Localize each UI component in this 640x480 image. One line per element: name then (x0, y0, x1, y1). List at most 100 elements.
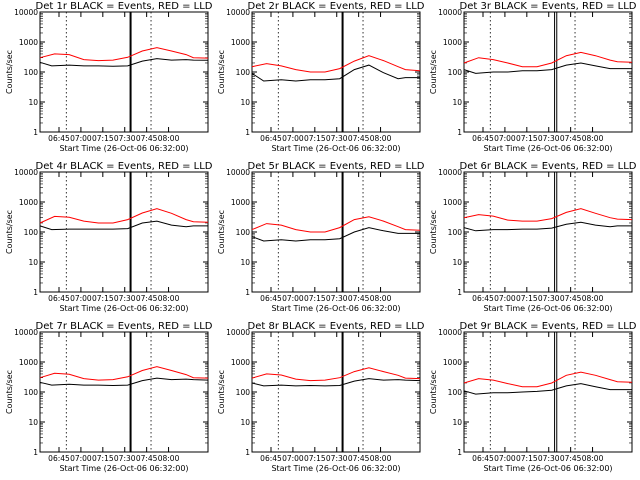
lld-series-line (463, 208, 633, 222)
x-tick-label: 07:30 (538, 454, 560, 463)
x-tick-label: 06:45 (48, 134, 70, 143)
x-tick-label: 08:00 (582, 134, 604, 143)
x-tick-label: 07:15 (304, 454, 326, 463)
panel-4: Det 4r BLACK = Events, RED = LLD 1 10 100 10… (5, 161, 213, 313)
y-tick-label: 10 (452, 258, 462, 267)
x-tick-label: 07:30 (326, 134, 348, 143)
y-tick-label: 1000 (19, 358, 38, 367)
lld-series-line (251, 216, 421, 233)
panel-1: Det 1r BLACK = Events, RED = LLD 1 10 100 10… (5, 1, 213, 153)
x-tick-label: 08:00 (370, 294, 392, 303)
x-tick-label: 07:00 (70, 134, 92, 143)
panel-title: Det 6r BLACK = Events, RED = LLD (460, 161, 637, 172)
x-tick-label: 07:30 (326, 294, 348, 303)
y-tick-label: 10000 (226, 8, 250, 17)
x-axis-label: Start Time (26-Oct-06 06:32:00) (59, 464, 188, 473)
panel-title: Det 5r BLACK = Events, RED = LLD (248, 161, 425, 172)
y-tick-label: 100 (24, 388, 39, 397)
y-tick-label: 100 (448, 228, 463, 237)
lld-series-line (251, 367, 421, 382)
x-axis-label: Start Time (26-Oct-06 06:32:00) (271, 144, 400, 153)
x-tick-label: 07:15 (92, 454, 114, 463)
x-tick-label: 07:15 (304, 294, 326, 303)
x-axis-label: Start Time (26-Oct-06 06:32:00) (271, 304, 400, 313)
x-tick-label: 07:00 (282, 294, 304, 303)
x-tick-label: 08:00 (158, 454, 180, 463)
y-tick-label: 10 (28, 258, 38, 267)
panel-title: Det 4r BLACK = Events, RED = LLD (36, 161, 213, 172)
panel-title: Det 8r BLACK = Events, RED = LLD (248, 321, 425, 332)
panel-6: Det 6r BLACK = Events, RED = LLD 1 10 100 10… (429, 161, 637, 313)
y-tick-label: 1000 (19, 198, 38, 207)
x-tick-label: 07:45 (136, 454, 158, 463)
y-axis-label: Counts/sec (429, 50, 438, 94)
x-tick-label: 07:00 (494, 454, 516, 463)
lld-series-line (463, 51, 633, 68)
plot-frame (39, 171, 209, 293)
x-tick-label: 07:45 (560, 454, 582, 463)
plot-frame (39, 11, 209, 133)
x-tick-label: 07:45 (348, 454, 370, 463)
y-axis-label: Counts/sec (5, 50, 14, 94)
y-tick-label: 1 (245, 288, 250, 297)
y-tick-label: 1000 (19, 38, 38, 47)
x-tick-label: 06:45 (472, 134, 494, 143)
panel-3: Det 3r BLACK = Events, RED = LLD 1 10 100 10… (429, 1, 637, 153)
lld-series-line (39, 47, 209, 62)
x-tick-label: 07:15 (516, 454, 538, 463)
plot-frame (39, 331, 209, 453)
x-tick-label: 07:00 (70, 294, 92, 303)
x-tick-label: 07:15 (92, 134, 114, 143)
events-series-line (251, 378, 421, 387)
events-series-line (39, 377, 209, 387)
y-axis-label: Counts/sec (217, 50, 226, 94)
plot-frame (251, 11, 421, 133)
y-tick-label: 100 (448, 68, 463, 77)
x-tick-label: 06:45 (260, 134, 282, 143)
x-axis-label: Start Time (26-Oct-06 06:32:00) (483, 464, 612, 473)
plot-frame (463, 171, 633, 293)
lld-series-line (39, 208, 209, 224)
y-tick-label: 1000 (231, 358, 250, 367)
x-tick-label: 07:30 (114, 294, 136, 303)
y-tick-label: 1 (457, 128, 462, 137)
x-tick-label: 07:00 (494, 294, 516, 303)
x-tick-label: 08:00 (370, 454, 392, 463)
x-tick-label: 07:45 (136, 134, 158, 143)
x-tick-label: 07:45 (560, 294, 582, 303)
panel-8: Det 8r BLACK = Events, RED = LLD 1 10 100 10… (217, 321, 425, 473)
x-tick-label: 07:30 (538, 294, 560, 303)
y-tick-label: 1000 (231, 198, 250, 207)
y-tick-label: 100 (236, 388, 251, 397)
x-tick-label: 08:00 (582, 294, 604, 303)
x-tick-label: 07:00 (282, 134, 304, 143)
y-tick-label: 100 (24, 68, 39, 77)
x-tick-label: 07:15 (516, 294, 538, 303)
x-tick-label: 07:30 (326, 454, 348, 463)
lld-series-line (251, 55, 421, 73)
events-series-line (251, 227, 420, 242)
x-tick-label: 07:30 (538, 134, 560, 143)
y-tick-label: 10000 (438, 8, 462, 17)
y-tick-label: 10000 (226, 328, 250, 337)
y-tick-label: 1 (33, 128, 38, 137)
x-tick-label: 07:45 (560, 134, 582, 143)
y-tick-label: 10 (452, 98, 462, 107)
plot-frame (463, 331, 633, 453)
lld-series-line (463, 371, 633, 388)
y-tick-label: 10000 (438, 168, 462, 177)
events-series-line (39, 58, 209, 67)
y-tick-label: 10 (28, 98, 38, 107)
y-tick-label: 1 (457, 288, 462, 297)
events-series-line (251, 64, 420, 82)
x-tick-label: 06:45 (472, 454, 494, 463)
y-tick-label: 10 (240, 258, 250, 267)
x-axis-label: Start Time (26-Oct-06 06:32:00) (483, 304, 612, 313)
y-tick-label: 100 (24, 228, 39, 237)
x-tick-label: 07:45 (348, 134, 370, 143)
y-tick-label: 10 (28, 418, 38, 427)
x-tick-label: 07:15 (304, 134, 326, 143)
y-tick-label: 10000 (14, 8, 38, 17)
y-axis-label: Counts/sec (5, 210, 14, 254)
x-tick-label: 07:00 (494, 134, 516, 143)
